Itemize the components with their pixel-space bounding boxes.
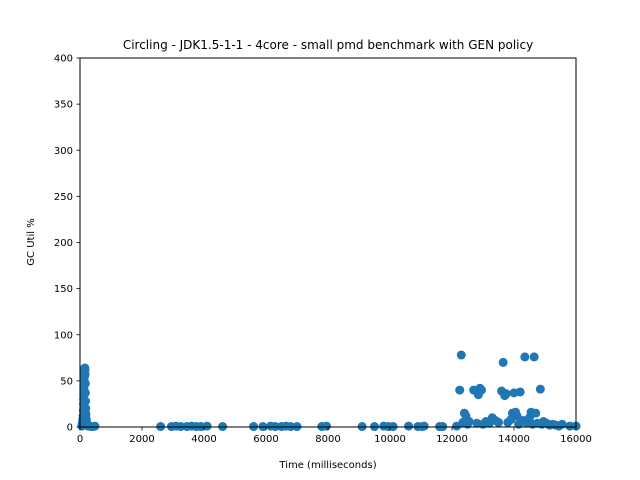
y-tick-label: 400 <box>54 54 73 65</box>
data-point <box>476 385 486 395</box>
data-point <box>404 421 414 431</box>
data-point <box>419 421 429 431</box>
y-axis: 0 50 100 150 200 250 300 350 400 <box>54 54 80 434</box>
chart-title: Circling - JDK1.5-1-1 - 4core - small pm… <box>123 38 533 52</box>
data-point <box>520 352 530 362</box>
y-tick-label: 350 <box>54 100 73 111</box>
data-point <box>501 389 511 399</box>
data-point <box>565 421 575 431</box>
data-point <box>535 384 545 394</box>
data-point <box>80 369 90 379</box>
x-axis-label: Time (milliseconds) <box>278 460 376 471</box>
data-point <box>494 417 503 427</box>
x-tick-label: 10000 <box>374 434 406 445</box>
data-point <box>202 421 212 431</box>
y-tick-label: 0 <box>67 423 73 434</box>
y-tick-label: 300 <box>54 146 73 157</box>
y-tick-label: 200 <box>54 238 73 249</box>
x-axis: 0 2000 4000 6000 8000 10000 12000 14000 16000 <box>77 427 592 445</box>
data-point <box>80 379 90 389</box>
data-point <box>321 421 331 431</box>
data-point <box>529 352 539 362</box>
x-tick-label: 0 <box>77 434 83 445</box>
x-tick-label: 12000 <box>436 434 468 445</box>
data-point <box>531 408 541 418</box>
y-tick-label: 150 <box>54 284 73 295</box>
y-tick-label: 250 <box>54 192 73 203</box>
data-point <box>81 396 91 406</box>
y-tick-label: 50 <box>60 376 73 387</box>
data-point <box>515 387 525 397</box>
x-tick-label: 6000 <box>253 434 278 445</box>
y-axis-label: GC Util % <box>26 218 37 265</box>
data-point <box>464 416 474 426</box>
data-point <box>80 388 90 398</box>
data-point <box>90 421 100 431</box>
data-point <box>512 411 522 421</box>
x-tick-label: 4000 <box>191 434 216 445</box>
y-tick-label: 100 <box>54 330 73 341</box>
x-tick-label: 2000 <box>129 434 154 445</box>
x-tick-label: 8000 <box>315 434 340 445</box>
data-point <box>498 357 508 367</box>
x-tick-label: 14000 <box>498 434 530 445</box>
data-point <box>456 350 466 360</box>
x-tick-label: 16000 <box>560 434 592 445</box>
data-point <box>557 419 567 429</box>
data-point <box>455 385 465 395</box>
